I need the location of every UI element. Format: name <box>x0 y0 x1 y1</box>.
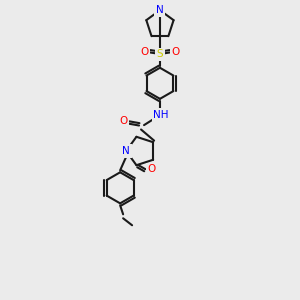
Text: O: O <box>172 47 180 58</box>
Text: O: O <box>140 47 148 58</box>
Text: S: S <box>157 50 163 59</box>
Text: O: O <box>147 164 155 174</box>
Text: N: N <box>122 146 130 156</box>
Text: O: O <box>119 116 128 125</box>
Text: NH: NH <box>153 110 169 120</box>
Text: N: N <box>156 5 164 15</box>
